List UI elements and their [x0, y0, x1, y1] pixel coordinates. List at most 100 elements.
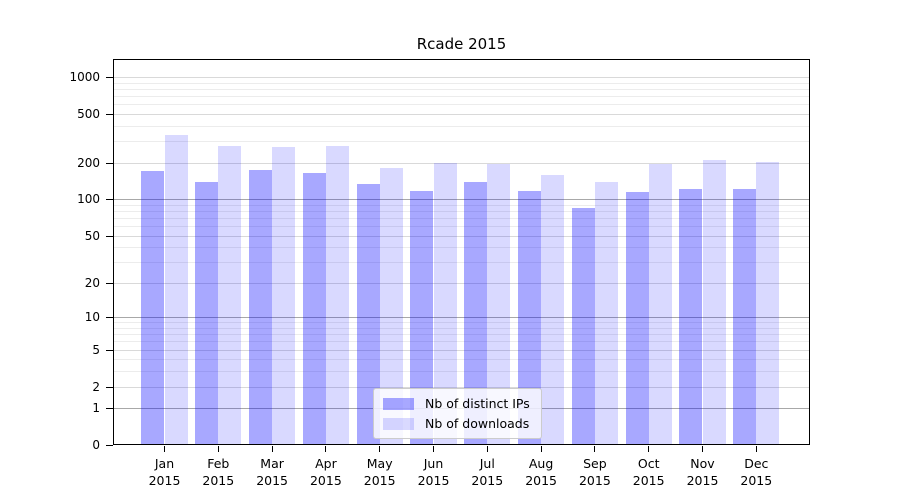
gridline-30 [113, 262, 810, 264]
gridline-80 [113, 211, 810, 213]
x-label-year: 2015 [363, 473, 396, 488]
x-label-month: Jul [479, 456, 495, 471]
gridline-6 [113, 341, 810, 343]
bar-downloads-jul [487, 164, 511, 445]
y-tick-label-200: 200 [77, 155, 100, 170]
y-tick-label-50: 50 [84, 228, 100, 243]
x-tick-mar [271, 446, 273, 452]
x-label-year: 2015 [632, 473, 665, 488]
y-axis: 0 1 2 5 10 20 50 100 200 500 1000 [0, 59, 113, 452]
x-label-year: 2015 [309, 473, 342, 488]
y-tick-label-2: 2 [92, 379, 100, 394]
x-tick-dec [755, 446, 757, 452]
x-tick-jul [486, 446, 488, 452]
plot-area: Nb of distinct IPs Nb of downloads [113, 59, 810, 445]
bar-distinct-ips-sep [571, 207, 595, 445]
gridline-8 [113, 328, 810, 329]
gridline-60 [113, 226, 810, 228]
bar-downloads-dec [756, 162, 780, 445]
x-tick-oct [648, 446, 650, 452]
x-tick-nov [701, 446, 704, 452]
y-tick-1000 [106, 77, 113, 79]
bar-downloads-jun [433, 163, 457, 445]
bar-downloads-feb [218, 146, 242, 445]
gridline-7 [113, 334, 810, 336]
y-tick-label-100: 100 [77, 192, 100, 207]
bar-downloads-oct [648, 164, 672, 445]
y-tick-50 [106, 235, 113, 237]
x-label-month: Oct [637, 456, 660, 471]
x-tick-apr [325, 446, 327, 452]
bar-distinct-ips-nov [679, 189, 703, 445]
x-label-month: Feb [207, 456, 230, 471]
gridline-40 [113, 247, 810, 249]
legend-label-distinct-ips: Nb of distinct IPs [425, 396, 530, 411]
gridline-20 [113, 282, 810, 284]
x-label-year: 2015 [471, 473, 504, 488]
bar-downloads-sep [594, 181, 619, 445]
bar-downloads-jan [164, 134, 188, 445]
x-tick-label-oct: Oct 2015 [619, 455, 679, 489]
x-label-year: 2015 [686, 473, 719, 488]
x-label-month: May [366, 456, 393, 471]
chart-title: Rcade 2015 [416, 35, 507, 53]
bar-distinct-ips-aug [517, 191, 542, 445]
x-label-year: 2015 [740, 473, 773, 488]
x-label-month: Jun [423, 456, 444, 471]
bar-distinct-ips-jun [410, 191, 434, 445]
x-label-year: 2015 [525, 473, 557, 488]
legend-swatch-downloads [383, 417, 414, 430]
bar-downloads-apr [325, 146, 350, 445]
x-tick-jan [163, 446, 166, 452]
y-tick-label-20: 20 [84, 275, 100, 290]
x-label-year: 2015 [148, 473, 181, 488]
gridline-200 [113, 162, 810, 164]
y-tick-100 [106, 199, 113, 201]
y-tick-label-5: 5 [92, 342, 100, 357]
bar-distinct-ips-apr [302, 172, 326, 445]
x-label-month: Nov [690, 456, 715, 471]
gridline-100 [113, 199, 810, 201]
gridline-2 [113, 386, 810, 388]
gridline-70 [113, 218, 810, 220]
gridline-9 [113, 322, 810, 324]
y-tick-label-500: 500 [77, 107, 100, 121]
x-label-month: Dec [744, 456, 769, 471]
gridline-400 [113, 125, 810, 127]
y-tick-500 [106, 114, 113, 116]
legend-item-distinct-ips: Nb of distinct IPs [383, 396, 530, 411]
legend-label-downloads: Nb of downloads [425, 416, 530, 431]
x-tick-label-apr: Apr 2015 [296, 455, 356, 489]
x-label-year: 2015 [256, 473, 288, 488]
x-tick-jun [432, 446, 435, 452]
y-tick-label-1000: 1000 [69, 70, 100, 85]
x-tick-label-dec: Dec 2015 [726, 455, 786, 489]
gridline-900 [113, 82, 810, 84]
bar-distinct-ips-jan [141, 171, 165, 445]
x-label-year: 2015 [578, 473, 611, 488]
legend-item-downloads: Nb of downloads [383, 416, 530, 431]
y-tick-10 [106, 317, 113, 319]
legend: Nb of distinct IPs Nb of downloads [373, 388, 542, 439]
gridline-5 [113, 349, 810, 351]
x-label-month: Jan [154, 456, 175, 471]
gridline-4 [113, 359, 810, 361]
x-tick-sep [594, 446, 596, 452]
y-tick-5 [106, 349, 113, 351]
bar-downloads-mar [272, 147, 296, 445]
x-tick-label-jun: Jun 2015 [404, 455, 464, 489]
x-label-month: Sep [583, 456, 607, 471]
x-tick-label-jul: Jul 2015 [457, 455, 517, 489]
x-label-month: Apr [315, 456, 337, 471]
bar-downloads-aug [541, 175, 565, 445]
y-tick-0 [106, 445, 113, 447]
bar-distinct-ips-mar [248, 170, 273, 445]
gridline-90 [113, 204, 810, 206]
x-tick-label-feb: Feb 2015 [188, 455, 248, 489]
x-tick-label-nov: Nov 2015 [673, 455, 733, 489]
gridline-3 [113, 371, 810, 373]
x-tick-feb [217, 446, 219, 452]
x-label-year: 2015 [202, 473, 235, 488]
gridline-10 [113, 317, 810, 319]
